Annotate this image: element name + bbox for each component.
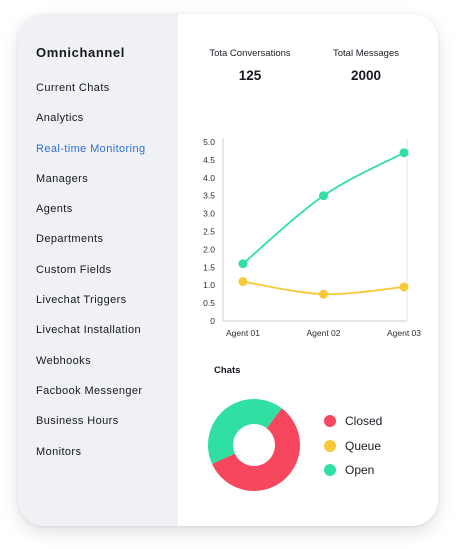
main-panel: Tota Conversations 125 Total Messages 20…	[178, 14, 438, 526]
donut-slice-open	[208, 399, 282, 464]
y-tick-label: 0	[210, 316, 215, 326]
stat-label: Total Messages	[332, 48, 399, 59]
legend-item-closed: Closed	[324, 409, 382, 434]
stat-total-messages: Total Messages 2000	[318, 48, 414, 83]
legend-label: Closed	[345, 414, 383, 429]
sidebar-item-business-hours[interactable]: Business Hours	[36, 415, 119, 428]
legend-dot-open	[324, 464, 336, 477]
data-point	[399, 282, 409, 292]
y-tick-label: 2.0	[203, 244, 215, 254]
sidebar-item-departments[interactable]: Departments	[36, 233, 104, 246]
sidebar-item-custom-fields[interactable]: Custom Fields	[36, 263, 112, 276]
sidebar-item-livechat-triggers[interactable]: Livechat Triggers	[36, 294, 127, 307]
legend-item-open: Open	[324, 458, 382, 483]
stat-total-conversations: Tota Conversations 125	[202, 48, 298, 83]
y-tick-label: 3.0	[203, 209, 215, 219]
data-point	[399, 148, 409, 158]
chats-donut-chart	[208, 399, 300, 491]
x-tick-label: Agent 03	[387, 328, 421, 338]
stat-label: Tota Conversations	[209, 48, 291, 59]
chats-legend: Closed Queue Open	[324, 409, 382, 483]
x-tick-label: Agent 02	[306, 328, 340, 338]
legend-label: Open	[345, 463, 375, 478]
sidebar-item-facebook-messenger[interactable]: Facbook Messenger	[36, 384, 143, 397]
stat-value: 2000	[350, 68, 382, 83]
sidebar-title: Omnichannel	[36, 45, 125, 60]
donut-slice-closed	[212, 408, 300, 491]
legend-dot-closed	[324, 415, 336, 428]
y-tick-label: 5.0	[203, 137, 215, 147]
sidebar-item-webhooks[interactable]: Webhooks	[36, 354, 91, 367]
data-point	[238, 277, 248, 287]
sidebar-item-managers[interactable]: Managers	[36, 172, 89, 185]
sidebar-item-analytics[interactable]: Analytics	[36, 112, 84, 125]
sidebar-item-monitors[interactable]: Monitors	[36, 445, 82, 458]
sidebar-item-real-time-monitoring[interactable]: Real-time Monitoring	[36, 142, 146, 155]
y-tick-label: 1.5	[203, 262, 215, 272]
sidebar-item-agents[interactable]: Agents	[36, 203, 73, 216]
agent-line-chart: 0 0.5 1.0 1.5 2.0 2.5 3.0 3.5 4.0 4.5 5.0 Agent 01 A…	[203, 137, 421, 338]
y-tick-label: 3.5	[203, 191, 215, 201]
y-tick-label: 2.5	[203, 227, 215, 237]
x-tick-label: Agent 01	[226, 328, 260, 338]
sidebar-nav: Current Chats Analytics Real-time Monito…	[36, 80, 178, 474]
series-line-1	[242, 151, 405, 265]
sidebar-item-livechat-installation[interactable]: Livechat Installation	[36, 324, 142, 337]
legend-item-queue: Queue	[324, 434, 382, 459]
legend-label: Queue	[345, 438, 382, 453]
y-tick-label: 4.0	[203, 173, 215, 183]
chats-chart-title: Chats	[214, 365, 241, 376]
data-point	[319, 191, 328, 201]
sidebar-item-current-chats[interactable]: Current Chats	[36, 82, 110, 94]
stat-value: 125	[238, 68, 262, 83]
y-tick-label: 4.5	[203, 155, 215, 165]
y-tick-label: 1.0	[203, 280, 215, 290]
data-point	[319, 289, 328, 299]
data-point	[238, 259, 248, 269]
dashboard-card: Omnichannel Current Chats Analytics Real…	[18, 14, 438, 526]
sidebar: Omnichannel Current Chats Analytics Real…	[18, 14, 178, 526]
legend-dot-queue	[324, 439, 336, 452]
y-tick-label: 0.5	[203, 298, 215, 308]
